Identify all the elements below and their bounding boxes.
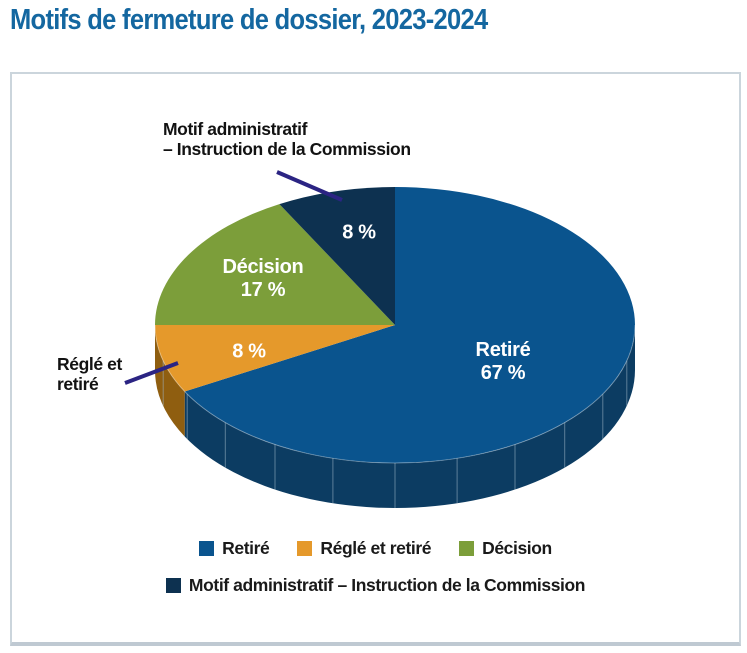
annotation-regle-line2: retiré [57,374,99,394]
slice-label-retire-name: Retiré [475,339,531,361]
chart-title: Motifs de fermeture de dossier, 2023-202… [10,4,488,36]
annotation-motif-administratif: Motif administratif – Instruction de la … [163,119,411,159]
slice-label-regle-pct: 8 % [232,340,266,363]
slice-label-motif-administratif: 8 % [342,222,376,245]
slice-label-retire: Retiré 67 % [476,339,531,385]
slice-label-decision-pct: 17 % [240,279,286,301]
legend-label-retire: Retiré [222,538,270,558]
legend-row-2: Motif administratif – Instruction de la … [165,575,586,596]
chart-frame: Retiré 67 % 8 % Décision 17 % 8 % Motif … [10,72,741,646]
annotation-motif-line2: – Instruction de la Commission [163,139,411,159]
annotation-regle-et-retire: Réglé et retiré [57,354,122,394]
legend-swatch-motif-administratif [165,578,181,593]
pie-chart-3d [124,170,636,509]
slice-label-retire-pct: 67 % [480,362,526,384]
legend-item-retire: Retiré [199,538,270,559]
annotation-regle-line1: Réglé et [57,354,122,374]
legend-item-decision: Décision [459,538,552,559]
legend-label-regle-et-retire: Réglé et retiré [320,538,432,558]
legend-swatch-retire [199,541,215,556]
slice-label-decision: Décision 17 % [223,256,304,302]
legend-item-regle-et-retire: Réglé et retiré [297,538,431,559]
slice-label-decision-name: Décision [222,256,304,278]
legend-swatch-regle-et-retire [297,541,313,556]
slice-label-regle-et-retire: 8 % [232,341,266,364]
legend-row-1: Retiré Réglé et retiré Décision [199,538,552,559]
annotation-motif-line1: Motif administratif [163,119,308,139]
legend-item-motif-administratif: Motif administratif – Instruction de la … [165,575,586,596]
legend-swatch-decision [459,541,475,556]
slice-label-motif-pct: 8 % [342,221,376,244]
legend-label-motif-administratif: Motif administratif – Instruction de la … [188,575,586,595]
legend-label-decision: Décision [482,538,552,558]
legend: Retiré Réglé et retiré Décision Motif ad… [12,538,739,596]
